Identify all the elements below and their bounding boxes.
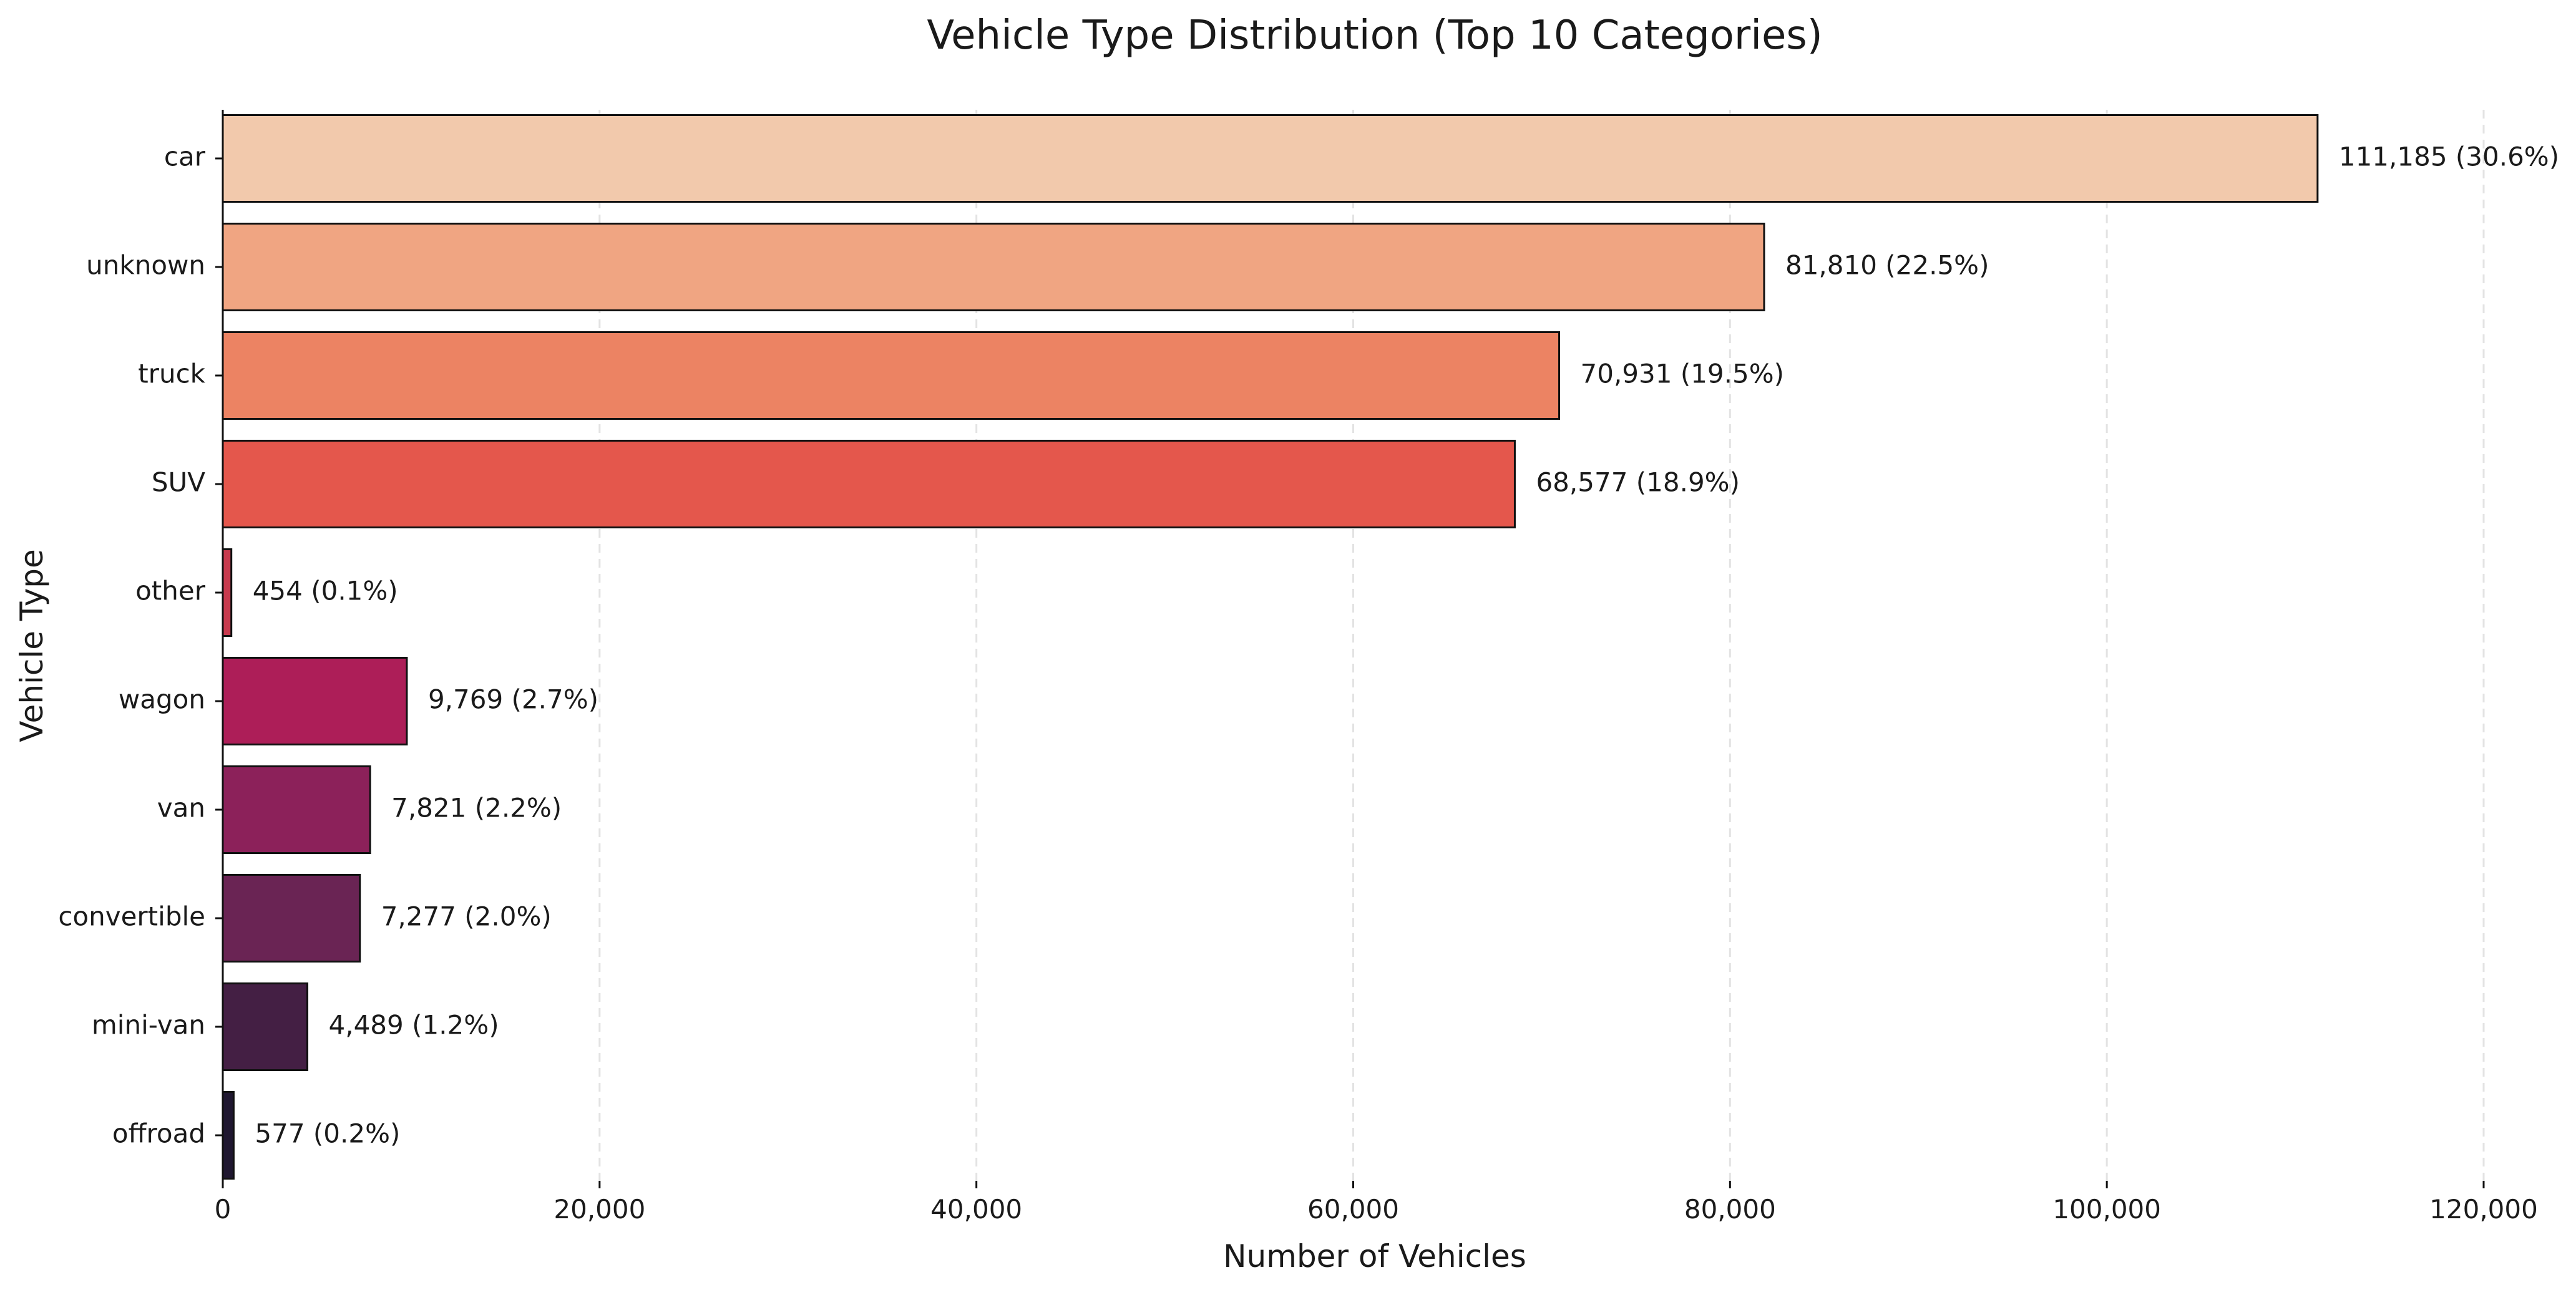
data-label: 7,277 (2.0%) xyxy=(381,901,552,932)
data-label: 111,185 (30.6%) xyxy=(2339,142,2559,172)
y-tick-label: van xyxy=(157,793,205,823)
y-tick-label: mini-van xyxy=(92,1010,205,1040)
bar-van xyxy=(222,765,371,854)
bar-other xyxy=(222,548,233,637)
x-tick-label: 100,000 xyxy=(2052,1194,2161,1225)
y-tick-label: car xyxy=(164,142,206,172)
bar-convertible xyxy=(222,874,361,963)
bar-suv xyxy=(222,440,1516,528)
bar-offroad xyxy=(222,1091,235,1180)
y-tick-label: SUV xyxy=(152,467,205,498)
x-axis-label: Number of Vehicles xyxy=(1223,1238,1526,1274)
bars xyxy=(222,114,2319,1180)
data-label: 454 (0.1%) xyxy=(253,576,398,606)
bar-mini-van xyxy=(222,982,309,1071)
x-tick-label: 20,000 xyxy=(554,1194,645,1225)
x-axis-ticks: 0 20,000 40,000 60,000 80,000 100,000 120,000 xyxy=(215,1181,2538,1225)
y-tick-label: wagon xyxy=(119,684,205,715)
y-tick-label: unknown xyxy=(86,250,205,281)
bar-wagon xyxy=(222,657,408,745)
x-tick-label: 80,000 xyxy=(1684,1194,1776,1225)
x-tick-label: 40,000 xyxy=(930,1194,1022,1225)
data-labels: 111,185 (30.6%) 81,810 (22.5%) 70,931 (19.… xyxy=(253,142,2559,1149)
data-label: 81,810 (22.5%) xyxy=(1785,250,1989,281)
y-tick-label: offroad xyxy=(112,1118,205,1149)
x-tick-label: 60,000 xyxy=(1307,1194,1399,1225)
data-label: 68,577 (18.9%) xyxy=(1536,467,1740,498)
data-label: 9,769 (2.7%) xyxy=(428,684,598,715)
y-axis-label: Vehicle Type xyxy=(14,549,50,742)
data-label: 7,821 (2.2%) xyxy=(391,793,562,823)
bar-car xyxy=(222,114,2319,203)
data-label: 4,489 (1.2%) xyxy=(329,1010,499,1040)
bar-truck xyxy=(222,331,1561,420)
y-tick-label: truck xyxy=(138,359,205,389)
chart-title: Vehicle Type Distribution (Top 10 Catego… xyxy=(927,12,1822,59)
data-label: 70,931 (19.5%) xyxy=(1581,359,1785,389)
bar-unknown xyxy=(222,223,1765,311)
y-tick-label: other xyxy=(135,576,206,606)
x-tick-label: 0 xyxy=(215,1194,232,1225)
y-tick-label: convertible xyxy=(58,901,205,932)
x-tick-label: 120,000 xyxy=(2429,1194,2538,1225)
y-axis-ticks: car unknown truck SUV other wagon van convertib… xyxy=(58,142,223,1149)
data-label: 577 (0.2%) xyxy=(255,1118,400,1149)
